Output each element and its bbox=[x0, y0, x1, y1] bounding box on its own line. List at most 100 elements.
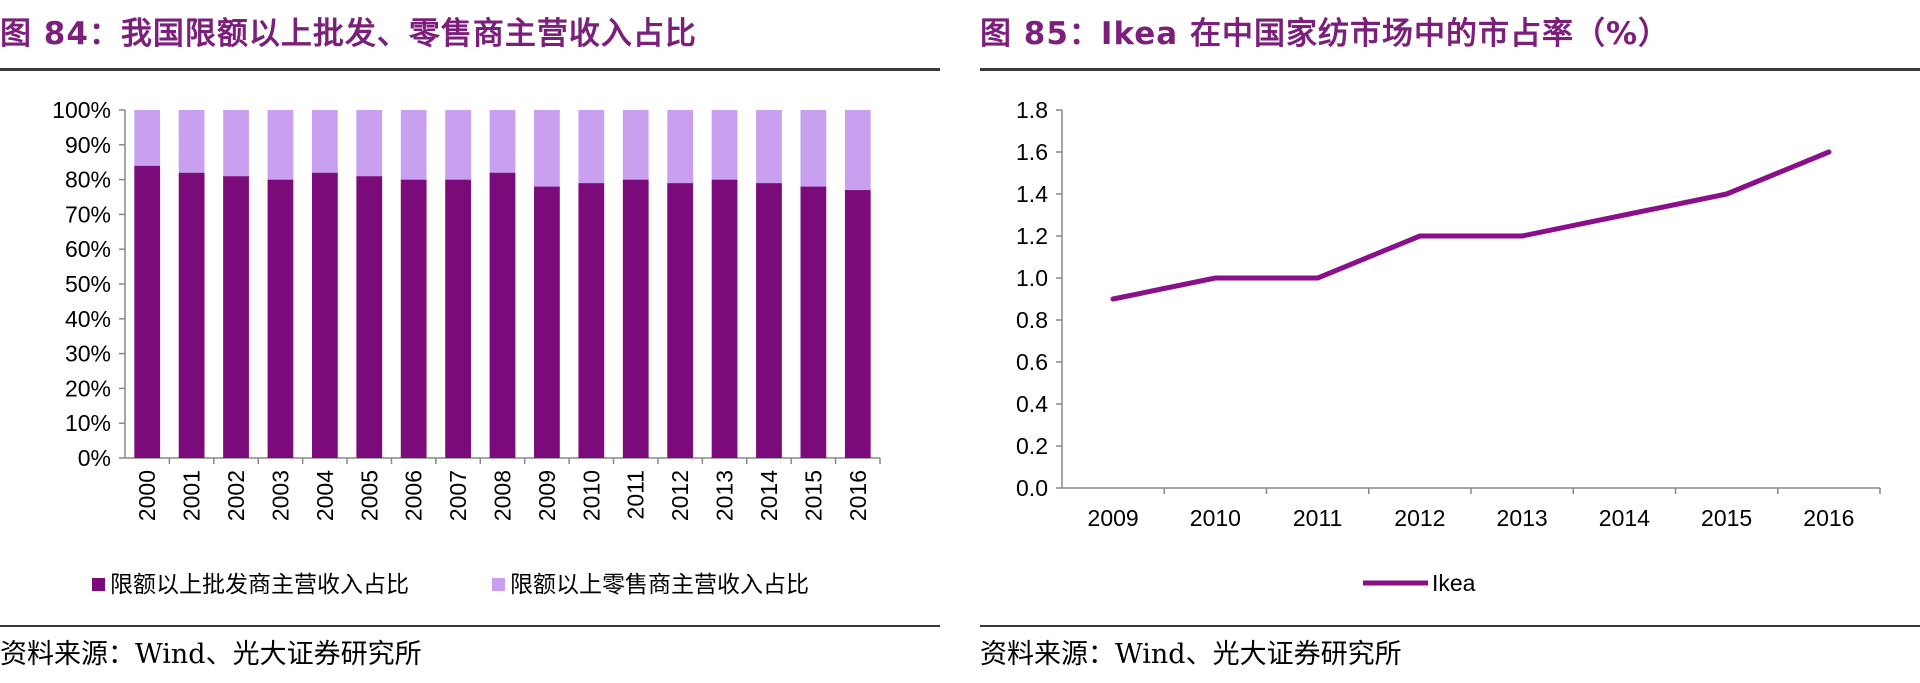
bar-retail bbox=[134, 110, 161, 166]
x-tick-label: 2012 bbox=[1394, 505, 1445, 531]
bar-wholesale bbox=[445, 179, 471, 458]
bar-wholesale bbox=[489, 172, 516, 458]
x-tick-label: 2016 bbox=[1803, 505, 1854, 531]
bar-retail bbox=[578, 110, 605, 184]
x-tick-label: 2015 bbox=[800, 470, 826, 521]
x-tick-label: 2009 bbox=[534, 470, 560, 521]
bar-wholesale bbox=[800, 186, 827, 458]
legend-label-retail: 限额以上零售商主营收入占比 bbox=[510, 571, 809, 597]
bar-retail bbox=[445, 110, 471, 180]
bar-retail bbox=[400, 110, 427, 180]
data-point-ikea bbox=[1519, 233, 1525, 239]
bar-retail bbox=[711, 110, 738, 180]
bar-retail bbox=[667, 110, 694, 184]
x-tick-label: 2011 bbox=[623, 470, 649, 519]
right-source-divider bbox=[980, 625, 1920, 627]
x-tick-label: 2000 bbox=[134, 470, 160, 521]
bar-wholesale bbox=[267, 179, 294, 458]
bar-wholesale bbox=[134, 165, 161, 458]
right-chart-title: 图 85：Ikea 在中国家纺市场中的市占率（%） bbox=[980, 16, 1671, 52]
x-tick-label: 2016 bbox=[845, 470, 871, 521]
y-tick-label: 0.8 bbox=[1016, 307, 1048, 333]
bar-wholesale bbox=[356, 176, 383, 458]
y-tick-label: 90% bbox=[65, 132, 111, 158]
data-point-ikea bbox=[1417, 233, 1423, 239]
bar-retail bbox=[267, 110, 294, 180]
series-line-ikea bbox=[1110, 149, 1832, 302]
stacked-bar-chart: 0% 10% 20% 30% 40% 50% 60% 70% 80% 90% 100% 2000 200… bbox=[52, 97, 881, 597]
right-title-divider bbox=[980, 68, 1920, 71]
y-tick-label: 1.0 bbox=[1016, 265, 1048, 291]
y-tick-label: 80% bbox=[65, 167, 111, 193]
legend-swatch-wholesale bbox=[92, 578, 105, 591]
y-tick-label: 0.4 bbox=[1016, 391, 1048, 417]
data-point-ikea bbox=[1621, 212, 1627, 218]
y-tick-label: 0.6 bbox=[1016, 349, 1048, 375]
legend-swatch-retail bbox=[492, 578, 505, 591]
bar-wholesale bbox=[534, 186, 560, 458]
data-point-ikea bbox=[1315, 275, 1321, 281]
legend-label-wholesale: 限额以上批发商主营收入占比 bbox=[110, 571, 409, 597]
x-tick-label: 2013 bbox=[712, 470, 738, 521]
left-chart-title: 图 84：我国限额以上批发、零售商主营收入占比 bbox=[0, 16, 697, 52]
x-tick-label: 2011 bbox=[1293, 505, 1342, 531]
x-tick-label: 2003 bbox=[267, 470, 293, 521]
y-tick-label: 40% bbox=[65, 306, 111, 332]
bar-wholesale bbox=[844, 190, 871, 459]
left-source-divider bbox=[0, 625, 940, 627]
bar-wholesale bbox=[578, 183, 605, 458]
x-tick-label: 2005 bbox=[356, 470, 382, 521]
y-tick-label: 60% bbox=[65, 236, 111, 262]
x-tick-label: 2010 bbox=[1190, 505, 1241, 531]
right-source-note: 资料来源：Wind、光大证券研究所 bbox=[980, 639, 1402, 670]
x-tick-label: 2014 bbox=[1599, 505, 1650, 531]
bar-wholesale bbox=[311, 172, 338, 458]
y-tick-label: 10% bbox=[65, 410, 111, 436]
y-tick-label: 0.2 bbox=[1016, 433, 1048, 459]
x-tick-label: 2002 bbox=[223, 470, 249, 521]
bar-retail bbox=[356, 110, 383, 177]
bar-retail bbox=[800, 110, 827, 187]
data-point-ikea bbox=[1826, 149, 1832, 155]
left-title-divider bbox=[0, 68, 940, 71]
bar-retail bbox=[756, 110, 782, 184]
left-chart-panel: 图 84：我国限额以上批发、零售商主营收入占比 0% 10% 20% 30% 40% 50… bbox=[0, 0, 940, 683]
bar-retail bbox=[311, 110, 338, 173]
data-point-ikea bbox=[1724, 191, 1730, 197]
y-tick-label: 100% bbox=[52, 97, 111, 123]
data-point-ikea bbox=[1110, 296, 1116, 302]
x-tick-label: 2009 bbox=[1088, 505, 1139, 531]
bar-retail bbox=[534, 110, 560, 187]
data-point-ikea bbox=[1212, 275, 1218, 281]
x-tick-label: 2014 bbox=[756, 470, 782, 521]
y-tick-label: 1.6 bbox=[1016, 139, 1048, 165]
x-tick-label: 2008 bbox=[490, 470, 516, 521]
bar-retail bbox=[622, 110, 649, 180]
x-tick-label: 2013 bbox=[1497, 505, 1548, 531]
x-tick-label: 2001 bbox=[179, 470, 205, 521]
y-tick-label: 50% bbox=[65, 271, 111, 297]
y-tick-label: 1.2 bbox=[1016, 223, 1048, 249]
x-tick-label: 2004 bbox=[312, 470, 338, 521]
x-tick-label: 2006 bbox=[401, 470, 427, 521]
bar-wholesale bbox=[223, 176, 249, 458]
bar-retail bbox=[844, 110, 871, 191]
bar-wholesale bbox=[667, 183, 694, 458]
bar-wholesale bbox=[622, 179, 649, 458]
bar-wholesale bbox=[178, 172, 205, 458]
y-tick-label: 0% bbox=[78, 445, 111, 471]
x-tick-label: 2007 bbox=[445, 470, 471, 521]
y-tick-label: 0.0 bbox=[1016, 475, 1048, 501]
left-source-note: 资料来源：Wind、光大证券研究所 bbox=[0, 639, 422, 670]
bar-retail bbox=[223, 110, 249, 177]
x-tick-label: 2012 bbox=[667, 470, 693, 521]
x-tick-label: 2015 bbox=[1701, 505, 1752, 531]
right-chart-panel: 图 85：Ikea 在中国家纺市场中的市占率（%） 0.0 0.2 0.4 0.6 0.… bbox=[980, 0, 1920, 683]
bar-retail bbox=[178, 110, 205, 173]
bar-retail bbox=[489, 110, 516, 173]
bar-wholesale bbox=[756, 183, 782, 458]
bar-wholesale bbox=[400, 179, 427, 458]
legend-label-ikea: Ikea bbox=[1432, 570, 1476, 596]
y-tick-label: 70% bbox=[65, 201, 111, 227]
y-tick-label: 1.8 bbox=[1016, 97, 1048, 123]
